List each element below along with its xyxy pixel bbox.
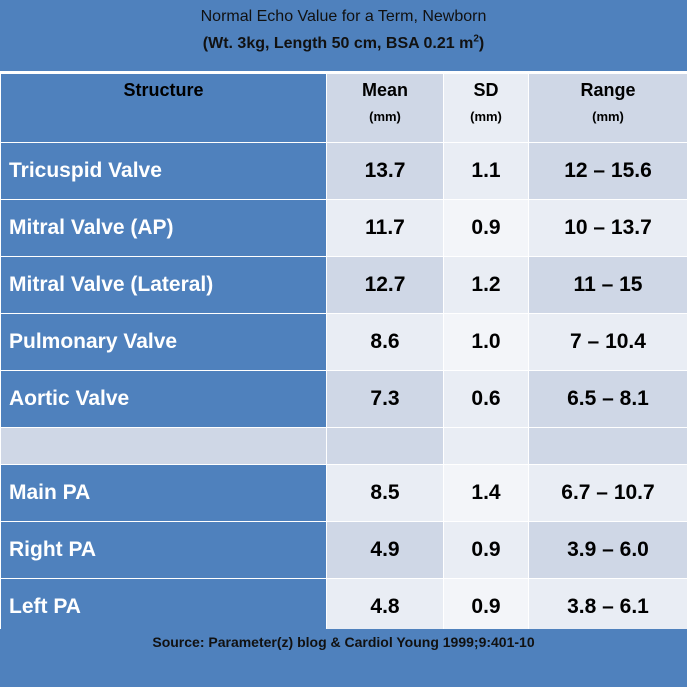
sd-cell: 0.6 — [443, 370, 529, 428]
header-sd-label: SD — [473, 80, 499, 100]
mean-cell: 12.7 — [326, 256, 444, 314]
structure-cell: Main PA — [0, 464, 327, 522]
table-row: Mitral Valve (AP) 11.7 0.9 10 – 13.7 — [0, 199, 687, 257]
sd-cell: 0.9 — [443, 578, 529, 636]
table-row: Mitral Valve (Lateral) 12.7 1.2 11 – 15 — [0, 256, 687, 314]
structure-cell: Tricuspid Valve — [0, 142, 327, 200]
source-note: Source: Parameter(z) blog & Cardiol Youn… — [0, 629, 687, 687]
header-sd: SD (mm) — [443, 73, 529, 143]
mean-cell: 8.5 — [326, 464, 444, 522]
header-sd-unit: (mm) — [470, 109, 502, 124]
title-line-2: (Wt. 3kg, Length 50 cm, BSA 0.21 m2) — [0, 30, 687, 57]
table-row: Aortic Valve 7.3 0.6 6.5 – 8.1 — [0, 370, 687, 428]
echo-values-table: Structure Mean (mm) SD (mm) Range (mm) T… — [0, 73, 687, 636]
range-cell: 3.9 – 6.0 — [528, 521, 687, 579]
header-structure: Structure — [0, 73, 327, 143]
mean-cell: 4.9 — [326, 521, 444, 579]
range-cell: 6.5 – 8.1 — [528, 370, 687, 428]
structure-cell: Mitral Valve (Lateral) — [0, 256, 327, 314]
title-line-1: Normal Echo Value for a Term, Newborn — [200, 8, 487, 25]
mean-cell: 13.7 — [326, 142, 444, 200]
sd-cell: 1.4 — [443, 464, 529, 522]
structure-cell: Right PA — [0, 521, 327, 579]
spacer-cell — [528, 427, 687, 465]
structure-cell: Pulmonary Valve — [0, 313, 327, 371]
sd-cell: 1.0 — [443, 313, 529, 371]
structure-cell: Mitral Valve (AP) — [0, 199, 327, 257]
range-cell: 7 – 10.4 — [528, 313, 687, 371]
range-cell: 3.8 – 6.1 — [528, 578, 687, 636]
title-superscript: 2 — [473, 33, 479, 45]
range-cell: 11 – 15 — [528, 256, 687, 314]
spacer-cell — [443, 427, 529, 465]
table-row: Pulmonary Valve 8.6 1.0 7 – 10.4 — [0, 313, 687, 371]
header-mean-unit: (mm) — [369, 109, 401, 124]
structure-cell: Aortic Valve — [0, 370, 327, 428]
header-range-label: Range — [580, 80, 636, 100]
table-row: Tricuspid Valve 13.7 1.1 12 – 15.6 — [0, 142, 687, 200]
sd-cell: 0.9 — [443, 199, 529, 257]
sd-cell: 0.9 — [443, 521, 529, 579]
spacer-cell — [0, 427, 327, 465]
header-range: Range (mm) — [528, 73, 687, 143]
title-line-2-text: (Wt. 3kg, Length 50 cm, BSA 0.21 m — [202, 35, 474, 52]
structure-cell: Left PA — [0, 578, 327, 636]
range-cell: 6.7 – 10.7 — [528, 464, 687, 522]
spacer-cell — [326, 427, 444, 465]
table-row: Right PA 4.9 0.9 3.9 – 6.0 — [0, 521, 687, 579]
mean-cell: 8.6 — [326, 313, 444, 371]
header-range-unit: (mm) — [592, 109, 624, 124]
range-cell: 12 – 15.6 — [528, 142, 687, 200]
header-mean: Mean (mm) — [326, 73, 444, 143]
table-row: Left PA 4.8 0.9 3.8 – 6.1 — [0, 578, 687, 636]
header-row: Structure Mean (mm) SD (mm) Range (mm) — [0, 73, 687, 143]
mean-cell: 11.7 — [326, 199, 444, 257]
sd-cell: 1.2 — [443, 256, 529, 314]
table-title: Normal Echo Value for a Term, Newborn (W… — [0, 0, 687, 71]
title-line-2-close: ) — [478, 35, 485, 52]
header-mean-label: Mean — [361, 80, 408, 100]
range-cell: 10 – 13.7 — [528, 199, 687, 257]
mean-cell: 7.3 — [326, 370, 444, 428]
table-row: Main PA 8.5 1.4 6.7 – 10.7 — [0, 464, 687, 522]
sd-cell: 1.1 — [443, 142, 529, 200]
mean-cell: 4.8 — [326, 578, 444, 636]
spacer-row — [0, 427, 687, 465]
